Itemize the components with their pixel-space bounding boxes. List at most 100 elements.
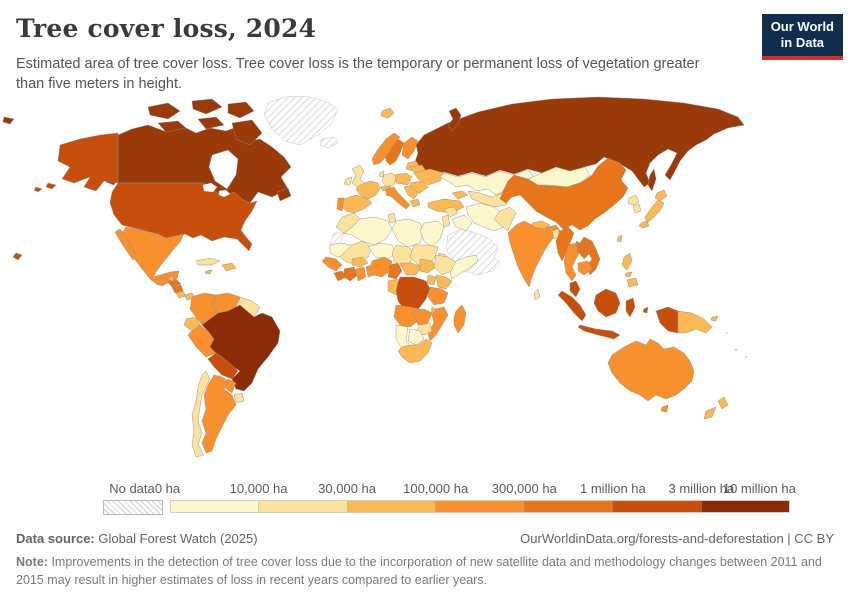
legend-bin-3[interactable] — [436, 501, 525, 512]
country-botswana[interactable] — [407, 328, 425, 346]
country-nigeria[interactable] — [369, 256, 393, 278]
country-france[interactable] — [355, 180, 381, 200]
country-sri-lanka[interactable] — [533, 288, 541, 301]
great-lakes — [202, 182, 218, 193]
chart-footer: Data source: Global Forest Watch (2025) … — [16, 531, 834, 589]
country-svalbard[interactable] — [380, 107, 395, 119]
country-south-sudan[interactable] — [419, 258, 437, 274]
country-cambodia[interactable] — [577, 260, 593, 276]
country-greece[interactable] — [409, 198, 421, 208]
country-mongolia[interactable] — [527, 166, 591, 188]
country-levant[interactable] — [441, 214, 451, 228]
country-mozambique[interactable] — [427, 306, 449, 342]
country-mexico[interactable] — [114, 226, 185, 286]
country-cameroon[interactable] — [387, 262, 403, 280]
country-finland[interactable] — [401, 136, 419, 160]
country-poland[interactable] — [393, 172, 413, 186]
country-syria[interactable] — [443, 206, 459, 218]
country-madagascar[interactable] — [453, 304, 467, 334]
country-algeria[interactable] — [343, 216, 393, 246]
country-ghana[interactable] — [355, 266, 367, 282]
country-south-korea[interactable] — [632, 203, 642, 214]
country-uganda[interactable] — [426, 274, 437, 286]
country-romania[interactable] — [409, 180, 429, 194]
country-burkina-faso[interactable] — [351, 256, 369, 268]
country-taiwan[interactable] — [616, 234, 623, 243]
country-sweden[interactable] — [385, 138, 405, 166]
country-portugal[interactable] — [336, 197, 345, 212]
owid-logo[interactable]: Our World in Data — [761, 14, 843, 60]
country-united-states[interactable] — [12, 132, 258, 261]
country-hispaniola[interactable] — [221, 262, 237, 272]
legend-tick: 30,000 ha — [318, 481, 377, 496]
country-italy[interactable] — [385, 186, 411, 210]
legend-color-bar[interactable] — [170, 500, 790, 513]
footnote: Note: Improvements in the detection of t… — [16, 553, 834, 589]
country-senegal-guinea[interactable] — [321, 256, 343, 272]
country-germany[interactable] — [381, 172, 397, 188]
country-ukraine[interactable] — [413, 168, 445, 186]
country-greenland[interactable] — [263, 95, 339, 146]
country-zambia[interactable] — [411, 308, 433, 326]
country-malaysia[interactable] — [569, 280, 581, 298]
country-china[interactable] — [499, 157, 629, 231]
country-argentina[interactable] — [201, 374, 237, 454]
country-indonesia[interactable] — [557, 288, 679, 340]
country-australia[interactable] — [607, 338, 695, 413]
country-north-korea[interactable] — [627, 194, 640, 206]
country-cuba[interactable] — [195, 257, 221, 266]
country-nepal[interactable] — [531, 220, 551, 230]
country-canada[interactable] — [105, 98, 292, 204]
map-legend: No data 0 ha 10,000 ha 30,000 ha 100,000… — [0, 479, 850, 519]
country-angola[interactable] — [393, 304, 421, 328]
world-choropleth-map[interactable] — [0, 95, 850, 475]
country-mali[interactable] — [339, 240, 373, 264]
pacific-island-speck — [734, 348, 738, 352]
legend-bin-2[interactable] — [347, 501, 437, 512]
country-russia[interactable] — [2, 96, 745, 192]
legend-tick: 1 million ha — [580, 481, 646, 496]
country-central-african-republic[interactable] — [399, 262, 423, 276]
country-tunisia[interactable] — [387, 212, 397, 224]
country-uruguay[interactable] — [233, 392, 245, 404]
owid-url-link[interactable]: OurWorldinData.org/forests-and-deforesta… — [520, 531, 834, 546]
country-libya[interactable] — [391, 218, 425, 248]
country-ivory-coast[interactable] — [343, 266, 359, 282]
country-japan[interactable] — [638, 189, 668, 229]
legend-tick: 3 million ha — [668, 481, 735, 496]
legend-tick: 10 million ha — [722, 481, 796, 496]
legend-bin-0[interactable] — [171, 501, 260, 512]
legend-bin-5[interactable] — [613, 501, 702, 512]
country-ireland[interactable] — [343, 176, 353, 186]
legend-bin-4[interactable] — [524, 501, 614, 512]
country-vietnam[interactable] — [579, 236, 601, 276]
legend-no-data-swatch[interactable] — [103, 500, 163, 515]
country-new-zealand[interactable] — [703, 396, 729, 420]
country-bolivia[interactable] — [207, 352, 239, 380]
country-honduras[interactable] — [167, 279, 182, 288]
legend-tick: 10,000 ha — [229, 481, 288, 496]
owid-logo-line1: Our World — [770, 19, 834, 34]
legend-bin-6[interactable] — [701, 501, 789, 512]
country-jamaica[interactable] — [204, 269, 213, 275]
country-egypt[interactable] — [419, 220, 445, 248]
country-papua-new-guinea[interactable] — [677, 310, 719, 334]
legend-no-data-label: No data — [109, 481, 155, 496]
country-chile[interactable] — [191, 370, 211, 458]
owid-logo-line2: in Data — [780, 35, 825, 51]
country-caucasus[interactable] — [451, 190, 469, 200]
country-guatemala[interactable] — [155, 276, 170, 287]
country-brazil[interactable] — [201, 304, 281, 392]
country-kenya[interactable] — [435, 274, 453, 290]
country-iraq[interactable] — [451, 214, 473, 232]
country-philippines[interactable] — [621, 252, 639, 288]
country-iceland[interactable] — [319, 136, 339, 149]
country-tanzania[interactable] — [427, 286, 449, 306]
country-somalia[interactable] — [449, 254, 479, 280]
great-lakes-east — [218, 189, 231, 198]
country-niger[interactable] — [367, 242, 397, 260]
legend-bin-1[interactable] — [259, 501, 348, 512]
country-pakistan[interactable] — [493, 206, 517, 232]
country-denmark[interactable] — [378, 170, 385, 178]
country-south-africa[interactable] — [397, 338, 433, 364]
